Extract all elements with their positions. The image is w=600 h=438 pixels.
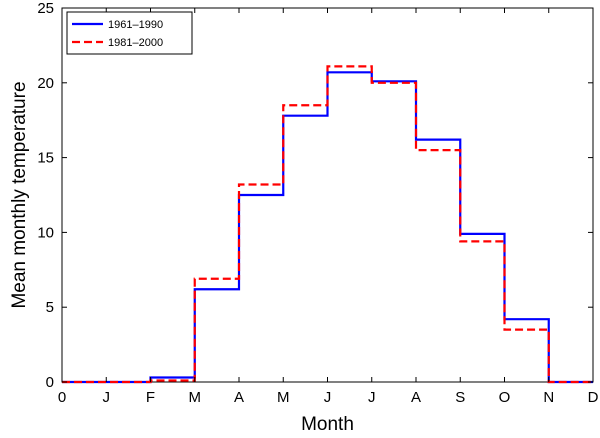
x-tick-label: N [543,389,554,406]
series-layer [62,65,593,384]
y-tick-label: 5 [46,299,54,316]
legend-label-1: 1981–2000 [108,37,163,49]
legend-label-0: 1961–1990 [108,19,163,31]
x-tick-label: D [588,389,599,406]
x-tick-label: 0 [58,389,66,406]
series-line-1 [62,65,593,384]
x-tick-label: A [234,389,244,406]
x-tick-label: F [146,389,155,406]
ticks-layer: 0 5 10 15 20 25 0 J F M A M J J A S O N D [37,0,598,406]
legend-box [66,11,193,55]
x-tick-label: M [277,389,290,406]
x-tick-label: J [368,389,376,406]
x-tick-label: J [103,389,111,406]
legend: 1961–1990 1981–2000 [66,11,193,55]
x-tick-label: M [189,389,202,406]
plot-area [61,7,594,383]
y-axis-label: Mean monthly temperature [9,81,30,308]
x-tick-label: S [455,389,465,406]
x-tick-label: A [411,389,421,406]
y-tick-label: 20 [37,75,54,92]
x-tick-label: J [324,389,332,406]
y-tick-label: 10 [37,224,54,241]
x-tick-label: O [499,389,511,406]
y-tick-label: 0 [46,374,54,391]
y-tick-label: 15 [37,150,54,167]
x-axis-label: Month [301,414,354,435]
y-tick-label: 25 [37,0,54,17]
